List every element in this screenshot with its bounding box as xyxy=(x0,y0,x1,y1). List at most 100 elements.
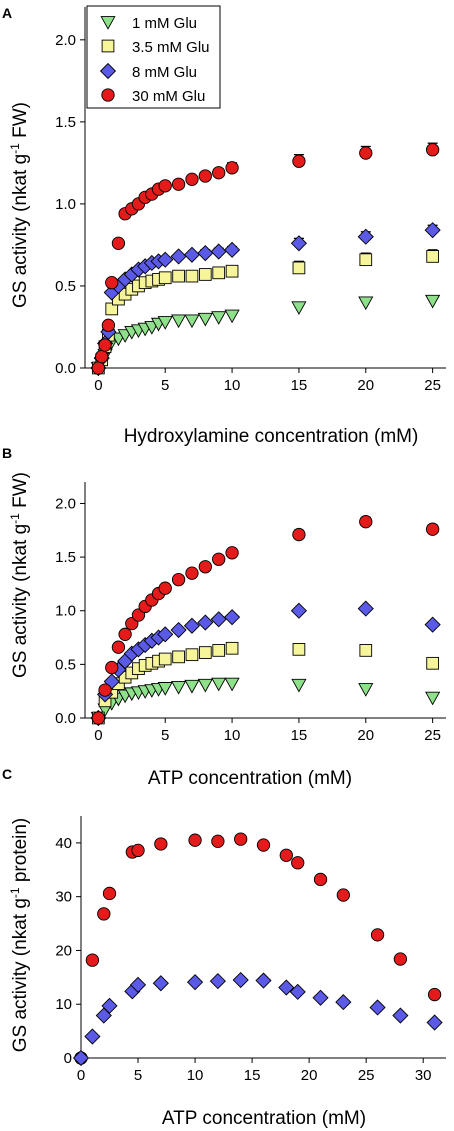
data-point-8-mm-glu xyxy=(210,243,227,260)
data-point-30-mm-glu xyxy=(105,660,119,675)
data-point-30-mm-glu xyxy=(85,953,100,967)
data-point-3-5-mm-glu xyxy=(185,648,199,662)
data-point-8-mm-glu xyxy=(209,973,226,990)
x-tick-label-a: 20 xyxy=(357,377,374,394)
data-point-30-mm-glu xyxy=(425,522,440,536)
data-point-30-mm-glu xyxy=(102,886,117,901)
data-point-8-mm-glu xyxy=(357,600,374,617)
x-tick-label-b: 10 xyxy=(224,727,241,744)
x-axis-label-b: ATP concentration (mM) xyxy=(148,768,352,789)
data-point-8-mm-glu xyxy=(197,614,214,631)
chart-panel-c: 0 10 20 30 40 0 5 10 15 20 25 30 xyxy=(55,816,446,1084)
legend-label-3-5mm: 3.5 mM Glu xyxy=(132,39,210,56)
legend-marker-8-mm-glu xyxy=(99,62,117,80)
data-point-3-5-mm-glu xyxy=(359,253,373,267)
legend-label-8mm: 8 mM Glu xyxy=(132,64,197,81)
data-point-30-mm-glu xyxy=(211,834,225,848)
legend-marker-30-mm-glu xyxy=(101,88,115,102)
data-point-8-mm-glu xyxy=(183,246,201,263)
data-point-1-mm-glu xyxy=(224,309,240,324)
data-point-3-5-mm-glu xyxy=(185,269,199,283)
x-tick-label-b: 0 xyxy=(94,727,102,744)
y-tick-label-b: 0.0 xyxy=(55,710,76,727)
x-tick-label-a: 15 xyxy=(291,377,308,394)
data-point-30-mm-glu xyxy=(292,527,306,542)
x-tick-label-c: 10 xyxy=(187,1067,204,1084)
data-point-30-mm-glu xyxy=(91,361,106,375)
legend-marker-1-mm-glu xyxy=(100,16,116,30)
x-tick-label-b: 20 xyxy=(357,727,374,744)
data-point-30-mm-glu xyxy=(118,627,132,641)
data-point-3-5-mm-glu xyxy=(172,269,185,283)
data-point-30-mm-glu xyxy=(188,833,202,847)
data-point-30-mm-glu xyxy=(111,640,126,654)
data-point-30-mm-glu xyxy=(359,146,373,160)
x-axis-label-c: ATP concentration (mM) xyxy=(162,1108,366,1129)
data-point-8-mm-glu xyxy=(290,602,308,619)
data-point-30-mm-glu xyxy=(131,843,145,858)
data-point-30-mm-glu xyxy=(313,872,328,887)
y-tick-label-c: 30 xyxy=(55,889,72,906)
data-point-30-mm-glu xyxy=(101,318,116,332)
data-point-1-mm-glu xyxy=(291,301,307,316)
data-point-8-mm-glu xyxy=(335,993,352,1011)
data-point-30-mm-glu xyxy=(212,166,226,180)
data-point-30-mm-glu xyxy=(212,552,226,566)
data-point-3-5-mm-glu xyxy=(225,641,239,655)
panel-label-b: B xyxy=(2,445,12,461)
legend: 1 mM Glu 3.5 mM Glu 8 mM Glu 30 mM Glu xyxy=(86,5,221,109)
data-point-3-5-mm-glu xyxy=(105,302,119,316)
data-point-3-5-mm-glu xyxy=(212,644,226,657)
y-tick-label-c: 40 xyxy=(55,835,72,852)
data-point-1-mm-glu xyxy=(197,678,213,693)
data-point-30-mm-glu xyxy=(91,711,106,725)
x-axis-label-a: Hydroxylamine concentration (mM) xyxy=(124,426,419,447)
data-point-8-mm-glu xyxy=(157,251,174,268)
data-point-8-mm-glu xyxy=(223,241,241,258)
data-point-8-mm-glu xyxy=(210,611,227,628)
data-point-1-mm-glu xyxy=(425,691,441,706)
chart-panel-b: 0.0 0.5 1.0 1.5 2.0 0 5 10 15 20 25 xyxy=(55,482,446,744)
data-point-1-mm-glu xyxy=(425,294,441,309)
data-point-1-mm-glu xyxy=(197,312,213,327)
data-point-1-mm-glu xyxy=(211,311,227,325)
data-point-8-mm-glu xyxy=(170,621,187,639)
data-point-8-mm-glu xyxy=(255,972,272,989)
data-point-8-mm-glu xyxy=(72,1049,90,1067)
data-point-3-5-mm-glu xyxy=(198,268,212,281)
data-point-30-mm-glu xyxy=(198,560,212,574)
data-point-8-mm-glu xyxy=(312,989,329,1006)
y-tick-label-a: 0.0 xyxy=(55,360,76,377)
data-point-8-mm-glu xyxy=(392,1007,409,1024)
data-point-1-mm-glu xyxy=(171,314,187,329)
y-tick-label-b: 1.0 xyxy=(55,603,76,620)
data-point-30-mm-glu xyxy=(225,161,239,175)
data-point-3-5-mm-glu xyxy=(359,644,373,657)
x-tick-label-b: 25 xyxy=(424,727,441,744)
data-point-8-mm-glu xyxy=(183,617,201,634)
y-tick-label-a: 0.5 xyxy=(55,278,76,295)
x-tick-label-c: 5 xyxy=(134,1067,142,1084)
data-point-8-mm-glu xyxy=(84,1028,101,1045)
data-point-1-mm-glu xyxy=(211,677,227,692)
data-point-8-mm-glu xyxy=(152,975,169,992)
data-point-8-mm-glu xyxy=(129,976,147,993)
panel-label-a: A xyxy=(2,5,12,21)
y-tick-label-a: 1.5 xyxy=(55,114,76,131)
x-tick-label-a: 10 xyxy=(224,377,241,394)
data-point-1-mm-glu xyxy=(184,314,200,329)
data-point-1-mm-glu xyxy=(184,679,200,694)
x-tick-label-c: 25 xyxy=(358,1067,375,1084)
data-point-1-mm-glu xyxy=(358,683,374,697)
data-point-30-mm-glu xyxy=(359,515,373,529)
chart-panel-a: 0.0 0.5 1.0 1.5 2.0 0 5 10 15 20 25 xyxy=(55,7,446,394)
data-point-30-mm-glu xyxy=(185,172,199,186)
x-tick-label-a: 0 xyxy=(94,377,102,394)
legend-label-1mm: 1 mM Glu xyxy=(132,15,197,32)
data-point-30-mm-glu xyxy=(158,581,172,595)
x-tick-label-a: 5 xyxy=(161,377,169,394)
y-tick-label-b: 2.0 xyxy=(55,495,76,512)
y-axis-label-b: GS activity (nkat g-1 FW) xyxy=(8,472,31,678)
data-point-8-mm-glu xyxy=(197,245,214,262)
data-point-8-mm-glu xyxy=(357,228,374,245)
